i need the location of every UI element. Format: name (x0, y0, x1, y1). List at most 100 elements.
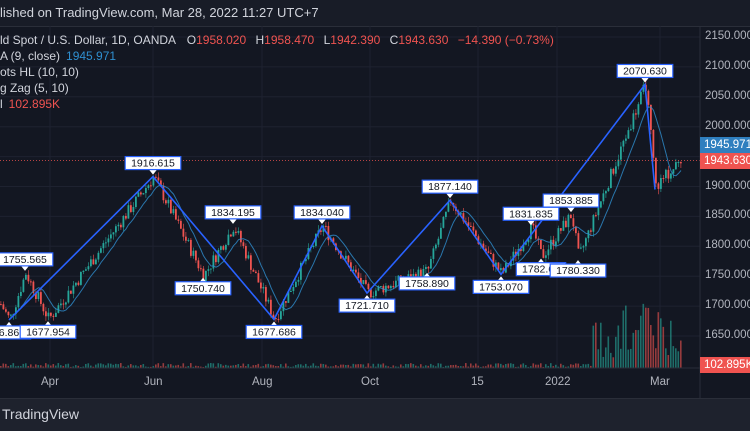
legend-pivots[interactable]: ots HL (10, 10) (0, 65, 79, 79)
candle (350, 262, 352, 272)
candle (20, 291, 22, 296)
candle (195, 250, 197, 261)
volume-bar (12, 363, 15, 368)
price-tick: 2150.000 (705, 30, 750, 42)
volume-bar (267, 363, 270, 368)
pivot-label-box (0, 252, 54, 267)
candle (52, 315, 55, 317)
pivot-label-box (472, 279, 530, 294)
pivot-label-box (19, 324, 77, 339)
volume-bar (310, 365, 312, 368)
candle (362, 280, 365, 285)
pivot-label: 1834.040 (293, 205, 351, 224)
volume-bar (462, 366, 465, 368)
price-tick: 1750.000 (705, 269, 750, 282)
candle (345, 255, 347, 259)
footer: TradingView (0, 398, 750, 431)
volume-bar (182, 363, 185, 368)
volume-bar (540, 363, 542, 368)
volume-bar (92, 366, 95, 368)
volume-bar (470, 363, 472, 368)
volume-bar (657, 312, 660, 368)
volume-bar (477, 365, 480, 368)
volume-bar (485, 366, 487, 368)
volume-bar (290, 366, 292, 368)
ma-line (20, 106, 682, 312)
price-tick: 1700.000 (705, 299, 750, 312)
volume-bar (180, 366, 182, 368)
candle (637, 104, 640, 115)
candle (245, 246, 247, 259)
candle (207, 269, 210, 271)
candle (610, 168, 612, 188)
candle (127, 205, 130, 219)
volume-bar (415, 365, 417, 368)
candle (235, 231, 237, 233)
volume-bar (5, 363, 7, 368)
candle (95, 259, 97, 265)
tradingview-logo[interactable]: TradingView (2, 406, 80, 422)
volume-bar (47, 364, 50, 368)
symbol-name: ld Spot / U.S. Dollar, 1D, OANDA (0, 33, 176, 47)
volume-bar (307, 366, 310, 368)
volume-bar (75, 365, 77, 368)
volume-bar (607, 336, 610, 368)
pivot-marker (641, 77, 649, 83)
price-chart[interactable]: 76.866 1755.565 1677.954 1916.615 1750.740 18… (0, 0, 750, 398)
candle (305, 258, 307, 262)
candle (115, 226, 117, 233)
pivot-label-box (245, 324, 303, 340)
volume-bar (305, 363, 307, 368)
volume-bar (122, 366, 125, 368)
candle (477, 236, 480, 244)
candle (655, 157, 657, 184)
volume-bar (127, 365, 130, 368)
legend-zigzag[interactable]: g Zag (5, 10) (0, 81, 69, 95)
price-tick: 1850.000 (705, 209, 750, 222)
candle (25, 274, 27, 280)
volume-bar (497, 363, 500, 368)
candle (270, 299, 272, 315)
volume-bar (215, 366, 217, 368)
volume-bar (195, 365, 197, 368)
volume-bar (135, 365, 137, 368)
volume-bar (640, 315, 642, 368)
volume-bar (55, 365, 57, 368)
candle (435, 244, 437, 249)
volume-bar (450, 365, 452, 368)
volume-bar (235, 364, 237, 368)
volume-bar (335, 365, 337, 368)
price-tick: 2100.000 (705, 59, 750, 72)
volume-bar (30, 364, 32, 368)
candle (577, 233, 580, 249)
volume-bar (567, 366, 570, 368)
time-tick: 2022 (545, 376, 571, 388)
volume-bar (150, 366, 152, 368)
candle (120, 224, 122, 228)
volume-bar (617, 325, 620, 368)
candle (397, 275, 400, 281)
legend-ma[interactable]: A (9, close) 1945.971 (0, 49, 117, 63)
time-tick: Aug (252, 376, 273, 388)
candle (227, 234, 230, 245)
candle (607, 187, 610, 192)
candle (237, 230, 240, 233)
pivot-label-text: 2070.630 (623, 65, 667, 77)
legend-volume[interactable]: l 102.895K (0, 97, 61, 111)
volume-bar (407, 364, 410, 368)
candle (300, 262, 302, 280)
volume-bar (292, 366, 295, 368)
candle (290, 290, 292, 292)
volume-bar (280, 364, 282, 368)
volume-bar (647, 307, 650, 368)
candle (17, 295, 20, 308)
candle (185, 236, 187, 241)
candle (247, 255, 250, 259)
volume-bar (547, 365, 550, 368)
volume-bar (392, 365, 395, 368)
volume-bar (402, 366, 405, 368)
candle (467, 222, 470, 226)
volume-bar (327, 366, 330, 368)
candle (352, 269, 355, 272)
volume-bar (420, 364, 422, 368)
